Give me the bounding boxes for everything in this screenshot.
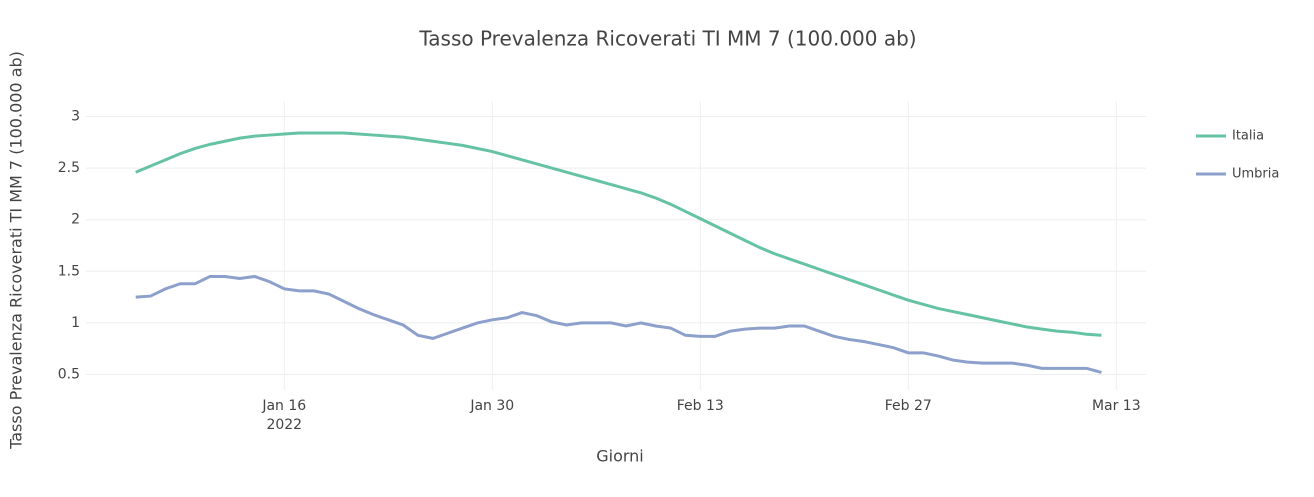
y-tick-label: 0.5 bbox=[58, 367, 80, 383]
x-tick-label: Feb 27 bbox=[885, 398, 932, 414]
y-tick-label: 3 bbox=[71, 108, 80, 124]
y-tick-label: 2.5 bbox=[58, 160, 80, 176]
chart-title: Tasso Prevalenza Ricoverati TI MM 7 (100… bbox=[418, 27, 916, 51]
y-tick-label: 1 bbox=[71, 315, 80, 331]
x-year-label: 2022 bbox=[266, 417, 302, 433]
x-axis-title: Giorni bbox=[596, 447, 644, 466]
x-tick-label: Jan 16 bbox=[261, 398, 306, 414]
y-tick-label: 2 bbox=[71, 212, 80, 228]
y-axis-title: Tasso Prevalenza Ricoverati TI MM 7 (100… bbox=[7, 51, 26, 450]
x-tick-label: Mar 13 bbox=[1092, 398, 1141, 414]
x-tick-label: Feb 13 bbox=[677, 398, 724, 414]
legend-label: Umbria bbox=[1232, 167, 1279, 182]
y-tick-label: 1.5 bbox=[58, 263, 80, 279]
x-tick-label: Jan 30 bbox=[469, 398, 514, 414]
series-line bbox=[135, 131, 1102, 337]
series-line bbox=[135, 274, 1102, 374]
legend-label: Italia bbox=[1232, 129, 1264, 144]
